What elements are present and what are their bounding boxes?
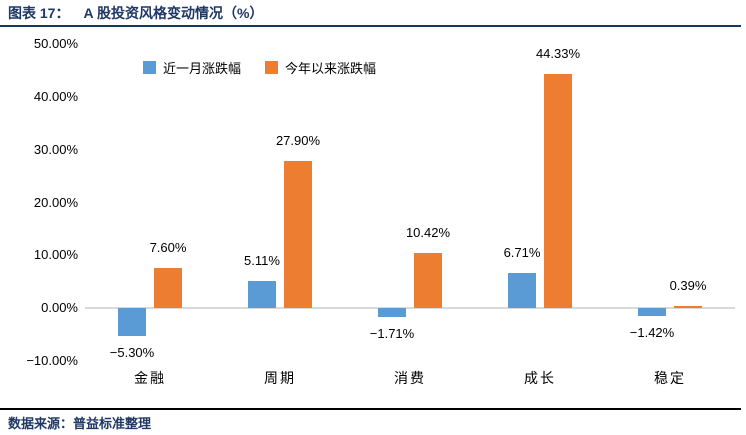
bar-group: −1.42% 0.39%	[605, 44, 735, 361]
legend-item: 今年以来涨跌幅	[265, 58, 376, 77]
bar-chart-plot-area: −5.30% 7.60% 5.11% 27.90% −1.71% 10.42% 6.71% 4…	[85, 44, 735, 361]
value-label: 10.42%	[405, 225, 451, 241]
header-divider	[0, 25, 741, 27]
bar-group: 6.71% 44.33%	[475, 44, 605, 361]
y-tick-label: 0.00%	[41, 300, 78, 316]
bar-series2-cat4	[544, 73, 572, 309]
data-source: 数据来源：普益标准整理	[8, 416, 152, 431]
y-axis: 50.00% 40.00% 30.00% 20.00% 10.00% 0.00% −10.0…	[0, 36, 78, 368]
bar-series1-cat5	[638, 308, 666, 316]
bar-series1-cat4	[508, 272, 536, 309]
bar-series1-cat3	[378, 308, 406, 318]
value-label: −1.42%	[629, 324, 675, 340]
y-tick-label: 10.00%	[33, 247, 78, 263]
y-tick-label: 30.00%	[33, 141, 78, 157]
bar-series2-cat3	[414, 253, 442, 309]
category-label: 成长	[524, 370, 556, 386]
figure-title: A 股投资风格变动情况（%）	[83, 5, 264, 21]
bar-group: −1.71% 10.42%	[345, 44, 475, 361]
value-label: −5.30%	[109, 345, 155, 361]
value-label: 7.60%	[149, 240, 187, 255]
category-label: 金融	[134, 370, 166, 386]
bar-series1-cat1	[118, 308, 146, 337]
zero-axis-line	[85, 307, 735, 310]
legend-swatch-icon	[143, 61, 156, 74]
figure-number-label: 图表 17：	[8, 5, 70, 21]
value-label: −1.71%	[369, 326, 415, 342]
category-label: 周期	[264, 370, 296, 386]
value-label: 6.71%	[503, 244, 541, 260]
category-label: 消费	[394, 370, 426, 386]
value-label: 5.11%	[244, 253, 280, 269]
footer-divider	[0, 408, 741, 410]
y-tick-label: −10.00%	[26, 353, 78, 368]
y-tick-label: 40.00%	[33, 88, 78, 104]
bar-series2-cat1	[154, 268, 182, 309]
bar-series2-cat2	[284, 160, 312, 309]
value-label: 44.33%	[535, 45, 581, 61]
chart-legend: 近一月涨跌幅 今年以来涨跌幅	[143, 58, 376, 77]
x-axis: 金融 周期 消费 成长 稳定	[85, 368, 735, 388]
legend-swatch-icon	[265, 61, 279, 74]
bar-group: −5.30% 7.60%	[85, 44, 215, 361]
legend-label: 今年以来涨跌幅	[285, 61, 377, 76]
y-tick-label: 20.00%	[33, 194, 78, 210]
bar-group: 5.11% 27.90%	[215, 44, 345, 361]
y-tick-label: 50.00%	[33, 36, 78, 51]
value-label: 27.90%	[275, 132, 321, 148]
legend-label: 近一月涨跌幅	[163, 61, 242, 76]
figure-header: 图表 17： A 股投资风格变动情况（%）	[8, 3, 263, 23]
bar-series2-cat5	[674, 306, 702, 309]
legend-item: 近一月涨跌幅	[143, 58, 241, 77]
bar-series1-cat2	[248, 281, 276, 309]
value-label: 0.39%	[669, 278, 707, 294]
category-label: 稳定	[654, 370, 686, 386]
